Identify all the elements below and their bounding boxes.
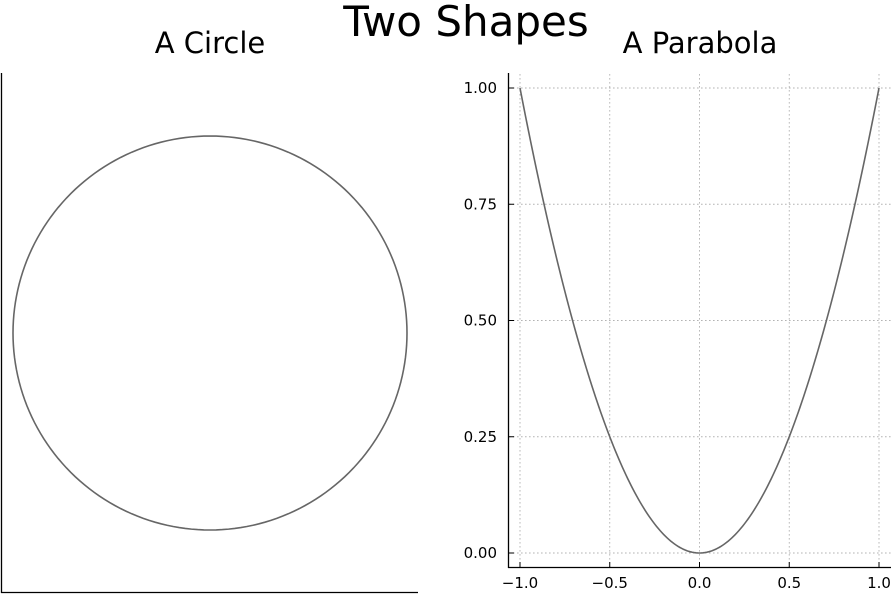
x-tick-label: 0.5	[777, 574, 801, 592]
x-tick-label: −0.5	[592, 574, 628, 592]
parabola-panel-title: A Parabola	[623, 26, 778, 60]
circle-curve	[12, 135, 408, 531]
x-tick-label: −1.0	[502, 574, 538, 592]
parabola-panel: A Parabola −1.0 −0.5 0.0 0.5 1.0 0.00 0.25 0.50…	[464, 26, 891, 592]
circle-panel-title: A Circle	[155, 26, 266, 60]
y-tick-label: 0.75	[464, 195, 497, 213]
y-tick-label: 0.00	[464, 544, 497, 562]
x-tick-label: 0.0	[688, 574, 712, 592]
figure-title: Two Shapes	[342, 0, 589, 46]
y-tick-label: 0.50	[464, 312, 497, 330]
circle-panel: A Circle	[0, 26, 418, 594]
y-tick-label: 1.00	[464, 79, 497, 97]
y-tick-label: 0.25	[464, 428, 497, 446]
x-tick-label: 1.0	[867, 574, 891, 592]
parabola-ticks: −1.0 −0.5 0.0 0.5 1.0 0.00 0.25 0.50 0.75 1.00	[464, 79, 891, 592]
parabola-grid	[509, 74, 891, 567]
parabola-curve	[519, 87, 880, 554]
